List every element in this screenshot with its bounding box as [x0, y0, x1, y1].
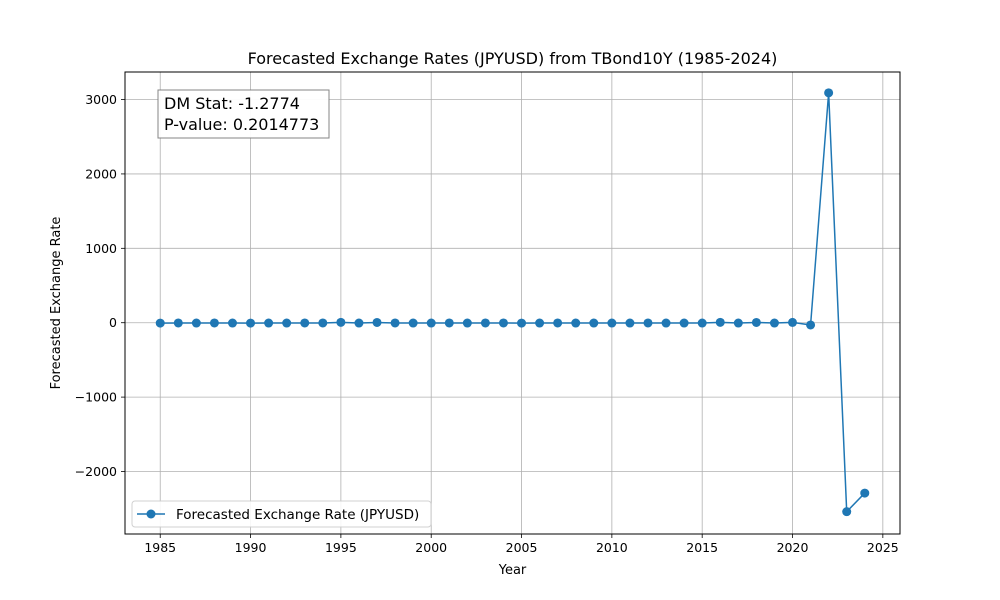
stats-annotation-frame — [157, 89, 330, 139]
data-point — [462, 318, 472, 328]
data-point — [733, 318, 743, 328]
data-point — [246, 318, 256, 328]
ticks: 1985 1990 1995 2000 2005 2010 2015 2020 2025 −200… — [75, 92, 899, 555]
series-line — [160, 92, 866, 513]
x-tick-label: 2025 — [867, 540, 899, 555]
data-point — [191, 318, 201, 328]
legend: Forecasted Exchange Rate (JPYUSD) — [131, 500, 432, 528]
y-tick-label: −2000 — [75, 464, 117, 479]
x-tick-label: 1990 — [235, 540, 267, 555]
x-tick-label: 1985 — [144, 540, 176, 555]
data-point — [300, 318, 310, 328]
data-point — [788, 317, 798, 327]
grid — [125, 72, 900, 534]
data-point — [517, 318, 527, 328]
data-point — [661, 318, 671, 328]
y-tick-label: 0 — [109, 315, 117, 330]
data-point — [535, 318, 545, 328]
data-point — [155, 318, 165, 328]
data-point — [679, 318, 689, 328]
data-point — [625, 318, 635, 328]
data-point — [589, 318, 599, 328]
y-tick-label: −1000 — [75, 390, 117, 405]
data-point — [498, 318, 508, 328]
data-point — [318, 318, 328, 328]
data-point — [697, 318, 707, 328]
data-point — [751, 317, 761, 327]
x-axis-label: Year — [498, 563, 527, 578]
data-point — [553, 318, 563, 328]
dm-stat-text: DM Stat: -1.2774 — [164, 94, 300, 113]
data-point — [173, 318, 183, 328]
data-point — [480, 318, 490, 328]
data-point — [607, 318, 617, 328]
x-tick-label: 1995 — [325, 540, 357, 555]
x-tick-label: 2020 — [777, 540, 809, 555]
data-point — [444, 318, 454, 328]
x-tick-label: 2010 — [596, 540, 628, 555]
legend-label: Forecasted Exchange Rate (JPYUSD) — [176, 507, 419, 523]
data-point — [806, 320, 816, 330]
x-tick-label: 2015 — [686, 540, 718, 555]
y-tick-label: 1000 — [85, 241, 117, 256]
y-tick-label: 3000 — [85, 92, 117, 107]
p-value-text: P-value: 0.2014773 — [164, 115, 319, 134]
data-point — [264, 318, 274, 328]
y-axis-label: Forecasted Exchange Rate — [49, 217, 64, 390]
data-point — [282, 318, 292, 328]
x-tick-label: 2005 — [506, 540, 538, 555]
data-point — [860, 488, 870, 498]
data-point — [354, 318, 364, 328]
data-point — [824, 88, 834, 98]
data-point — [715, 317, 725, 327]
data-point — [227, 318, 237, 328]
stats-annotation: DM Stat: -1.2774 P-value: 0.2014773 — [157, 89, 330, 139]
plot-frame — [124, 71, 901, 535]
y-tick-label: 2000 — [85, 166, 117, 181]
data-point — [408, 318, 418, 328]
legend-frame — [131, 500, 432, 528]
series-layer — [155, 88, 870, 517]
x-tick-label: 2000 — [415, 540, 447, 555]
data-point — [426, 318, 436, 328]
data-point — [209, 318, 219, 328]
data-point — [336, 317, 346, 327]
chart-title: Forecasted Exchange Rates (JPYUSD) from … — [248, 49, 778, 68]
data-point — [842, 507, 852, 517]
data-point — [372, 317, 382, 327]
data-point — [571, 318, 581, 328]
data-point — [643, 318, 653, 328]
legend-marker-swatch — [146, 509, 156, 519]
data-point — [390, 318, 400, 328]
data-point — [769, 318, 779, 328]
